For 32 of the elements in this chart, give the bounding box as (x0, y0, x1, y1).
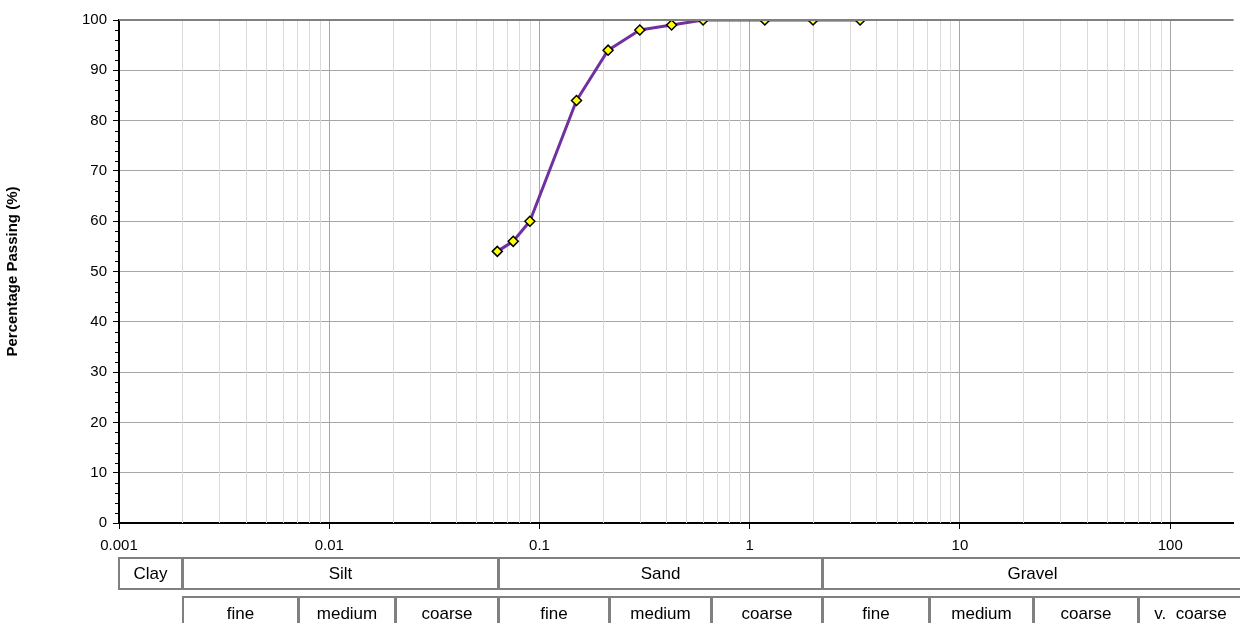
text: fine (540, 604, 568, 623)
text: coarse (1060, 604, 1112, 623)
y-tick-label: 0 (98, 513, 107, 531)
text: Clay (133, 564, 168, 583)
text: fine (862, 604, 890, 623)
text: coarse (421, 604, 473, 623)
y-axis-title: Percentage Passing (%) (3, 186, 21, 357)
y-tick-label: 90 (90, 60, 107, 78)
x-tick-label: 0.001 (100, 536, 138, 554)
text: Sand (640, 564, 681, 583)
y-tick-label: 30 (90, 362, 107, 380)
y-tick-label: 80 (90, 110, 107, 128)
text: medium (316, 604, 378, 623)
x-tick-label: 0.1 (529, 536, 550, 554)
x-tick-label: 10 (951, 536, 969, 554)
y-tick-label: 70 (90, 161, 107, 179)
y-tick-label: 60 (90, 211, 107, 229)
y-tick-label: 100 (81, 10, 107, 28)
text: Gravel (1007, 564, 1058, 583)
y-tick-label: 40 (90, 311, 107, 329)
text: coarse (741, 604, 793, 623)
text: medium (951, 604, 1012, 623)
y-tick-label: 20 (90, 412, 107, 430)
x-tick-label: 0.01 (314, 536, 344, 554)
x-tick-label: 1 (745, 536, 754, 554)
text: Silt (328, 564, 353, 583)
text: v. coarse (1154, 604, 1227, 623)
x-tick-label: 100 (1157, 536, 1183, 554)
text: medium (630, 604, 691, 623)
y-tick-label: 10 (90, 462, 107, 480)
y-tick-label: 50 (90, 261, 107, 279)
text: fine (226, 604, 255, 623)
